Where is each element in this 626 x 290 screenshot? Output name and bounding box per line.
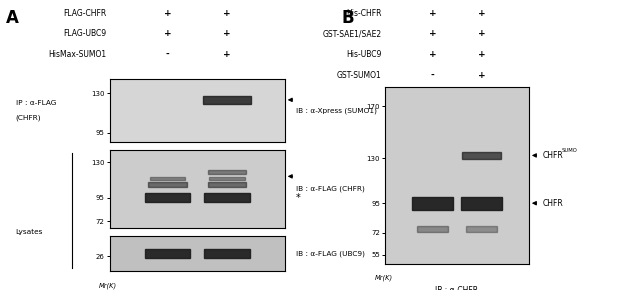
Bar [462, 152, 501, 159]
Text: +: + [223, 8, 231, 18]
Text: (CHFR): (CHFR) [16, 115, 41, 121]
Text: +: + [223, 50, 231, 59]
Text: Mr(K): Mr(K) [100, 283, 117, 289]
Text: +: + [163, 29, 171, 39]
Text: His-UBC9: His-UBC9 [346, 50, 382, 59]
Bar [461, 197, 502, 210]
Text: +: + [223, 29, 231, 39]
Text: HisMax-SUMO1: HisMax-SUMO1 [48, 50, 106, 59]
Bar [145, 249, 190, 258]
Text: Mr(K): Mr(K) [375, 274, 393, 280]
Text: IB : α-CHFR: IB : α-CHFR [436, 286, 478, 290]
Text: A: A [6, 9, 19, 27]
Text: FLAG-UBC9: FLAG-UBC9 [63, 29, 106, 39]
Bar [417, 226, 448, 232]
Text: IB : α-FLAG (CHFR): IB : α-FLAG (CHFR) [296, 186, 365, 192]
Text: +: + [429, 29, 436, 39]
Text: His-CHFR: His-CHFR [346, 8, 382, 18]
Text: IB : α-FLAG (UBC9): IB : α-FLAG (UBC9) [296, 251, 365, 257]
Bar [208, 182, 246, 186]
Bar [203, 96, 250, 104]
Text: +: + [478, 50, 485, 59]
Text: +: + [163, 8, 171, 18]
Text: IB : α-Xpress (SUMO1): IB : α-Xpress (SUMO1) [296, 107, 377, 114]
Text: FLAG-CHFR: FLAG-CHFR [63, 8, 106, 18]
Text: Lysates: Lysates [16, 229, 43, 235]
Text: +: + [478, 29, 485, 39]
Text: IP : α-FLAG: IP : α-FLAG [16, 100, 56, 106]
Text: CHFR: CHFR [543, 151, 563, 160]
Text: -: - [165, 50, 169, 59]
Text: GST-SAE1/SAE2: GST-SAE1/SAE2 [323, 29, 382, 39]
Text: *: * [296, 193, 301, 203]
Bar [145, 193, 190, 202]
Text: B: B [341, 9, 354, 27]
Text: +: + [478, 8, 485, 18]
Text: +: + [429, 50, 436, 59]
Text: +: + [478, 71, 485, 80]
Text: SUMO: SUMO [562, 148, 577, 153]
Bar [204, 249, 250, 258]
Bar [466, 226, 497, 232]
Text: CHFR: CHFR [543, 199, 563, 208]
Text: GST-SUMO1: GST-SUMO1 [337, 71, 382, 80]
Text: -: - [431, 71, 434, 80]
Bar [412, 197, 453, 210]
Bar [208, 170, 246, 174]
Bar [210, 177, 245, 180]
Bar [150, 177, 185, 180]
Bar [204, 193, 250, 202]
Bar [148, 182, 187, 186]
Text: +: + [429, 8, 436, 18]
